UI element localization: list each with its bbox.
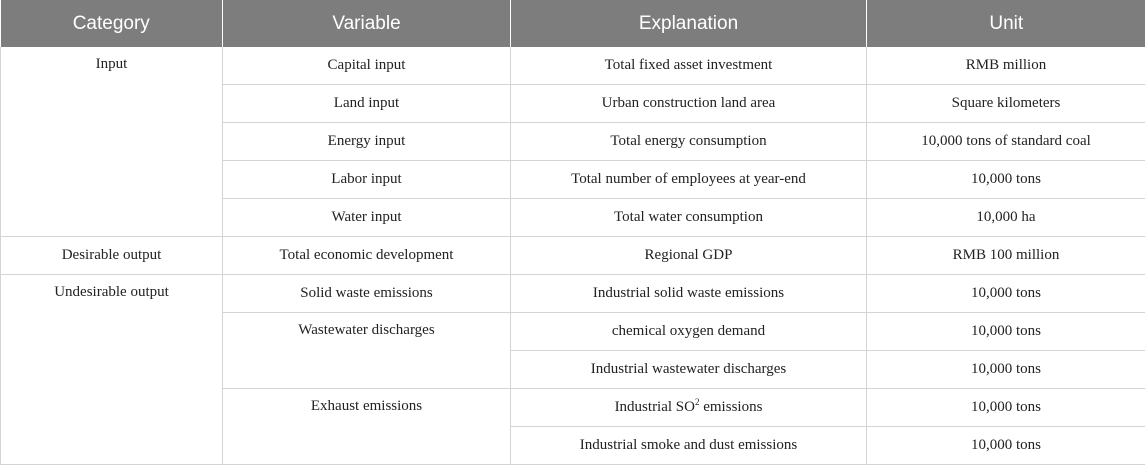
unit-cell: 10,000 tons of standard coal	[866, 122, 1145, 161]
explanation-cell: Industrial smoke and dust emissions	[510, 426, 867, 465]
table-row: Industrial smoke and dust emissions 10,0…	[1, 426, 1145, 465]
table-row: Industrial wastewater discharges 10,000 …	[1, 350, 1145, 389]
variable-cell: Water input	[222, 198, 511, 237]
table-body: Input Capital input Total fixed asset in…	[0, 47, 1145, 465]
unit-cell: 10,000 tons	[866, 274, 1145, 313]
variable-cell: Labor input	[222, 160, 511, 199]
variable-cell-wastewater: Wastewater discharges	[222, 312, 511, 389]
explanation-cell: Total fixed asset investment	[510, 47, 867, 85]
category-cell-desirable: Desirable output	[0, 236, 223, 275]
category-cell-input: Input	[0, 47, 223, 237]
unit-cell: RMB 100 million	[866, 236, 1145, 275]
header-category: Category	[0, 0, 223, 47]
header-explanation: Explanation	[510, 0, 867, 47]
explanation-cell-so2: Industrial SO2 emissions	[510, 388, 867, 427]
header-unit: Unit	[866, 0, 1145, 47]
explanation-cell: Total water consumption	[510, 198, 867, 237]
header-variable: Variable	[222, 0, 511, 47]
table-row: Water input Total water consumption 10,0…	[1, 198, 1145, 237]
unit-cell: Square kilometers	[866, 84, 1145, 123]
variable-cell: Solid waste emissions	[222, 274, 511, 313]
table-row: Input Capital input Total fixed asset in…	[0, 47, 1145, 237]
unit-cell: 10,000 ha	[866, 198, 1145, 237]
table-row: Desirable output Total economic developm…	[0, 236, 1145, 275]
subscript-two: 2	[694, 397, 700, 407]
category-cell-undesirable: Undesirable output	[0, 274, 223, 465]
unit-cell: 10,000 tons	[866, 350, 1145, 389]
variable-cell: Energy input	[222, 122, 511, 161]
explanation-text: emissions	[699, 399, 763, 415]
unit-cell: 10,000 tons	[866, 388, 1145, 427]
explanation-cell: Total energy consumption	[510, 122, 867, 161]
explanation-cell: Industrial solid waste emissions	[510, 274, 867, 313]
variable-cell: Capital input	[222, 47, 511, 85]
explanation-cell: Regional GDP	[510, 236, 867, 275]
table-row: Exhaust emissions Industrial SO2 emissio…	[1, 388, 1145, 465]
unit-cell: RMB million	[866, 47, 1145, 85]
variable-cell: Land input	[222, 84, 511, 123]
explanation-cell: Total number of employees at year-end	[510, 160, 867, 199]
table-row: Energy input Total energy consumption 10…	[1, 122, 1145, 161]
explanation-cell: chemical oxygen demand	[510, 312, 867, 351]
table-header: Category Variable Explanation Unit	[0, 0, 1145, 47]
explanation-text: Industrial SO	[614, 399, 695, 415]
unit-cell: 10,000 tons	[866, 312, 1145, 351]
variable-cell: Total economic development	[222, 236, 511, 275]
explanation-cell: Urban construction land area	[510, 84, 867, 123]
unit-cell: 10,000 tons	[866, 426, 1145, 465]
variable-cell-exhaust: Exhaust emissions	[222, 388, 511, 465]
table-row: Land input Urban construction land area …	[1, 84, 1145, 123]
table-row: Labor input Total number of employees at…	[1, 160, 1145, 199]
unit-cell: 10,000 tons	[866, 160, 1145, 199]
header-row: Category Variable Explanation Unit	[0, 0, 1145, 47]
table-row: Wastewater discharges chemical oxygen de…	[1, 312, 1145, 389]
table-row: Undesirable output Solid waste emissions…	[0, 274, 1145, 465]
explanation-cell: Industrial wastewater discharges	[510, 350, 867, 389]
